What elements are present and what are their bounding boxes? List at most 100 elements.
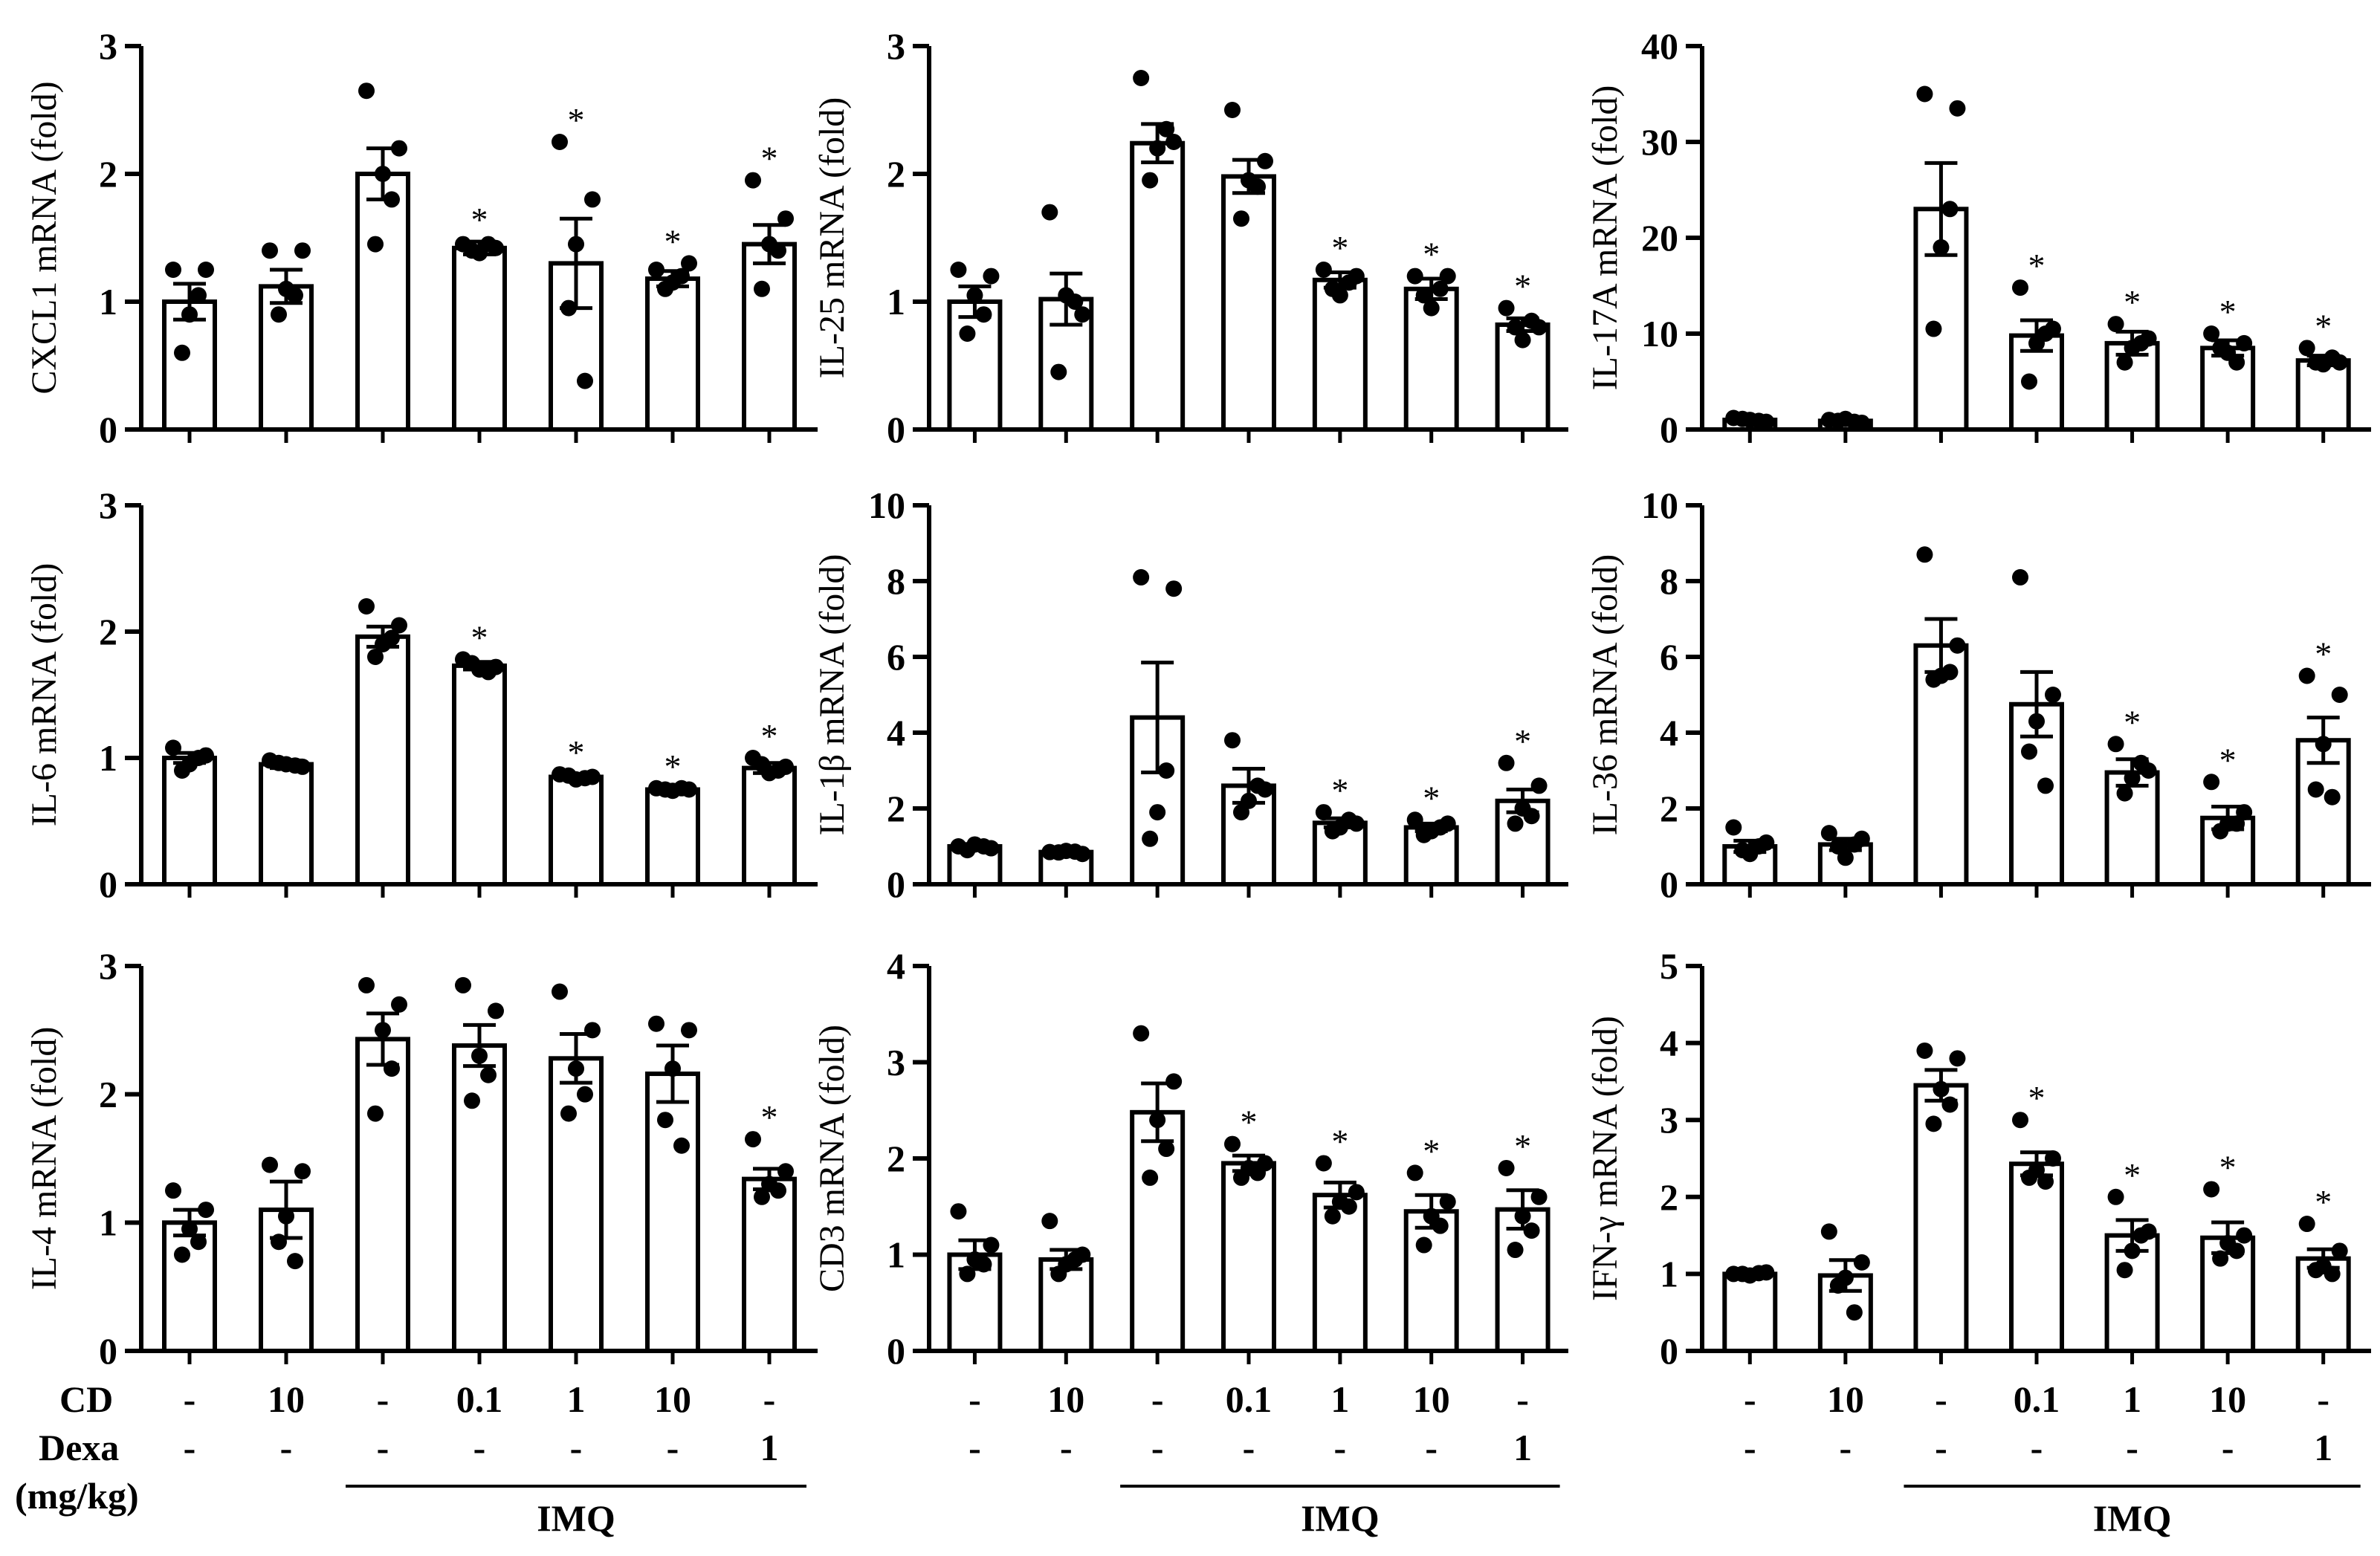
data-point	[1050, 1265, 1067, 1283]
data-point	[2021, 373, 2037, 390]
data-point	[754, 280, 770, 297]
significance-star: *	[1241, 1103, 1258, 1141]
y-tick-label: 1	[99, 737, 117, 779]
data-point	[198, 262, 214, 278]
data-point	[1925, 1115, 1942, 1132]
bar	[259, 284, 314, 432]
bar	[2295, 738, 2351, 887]
bar	[1221, 1161, 1276, 1353]
y-tick-label: 2	[99, 611, 117, 652]
data-point	[681, 1022, 697, 1039]
data-point	[1149, 1112, 1166, 1129]
dexa-dose-label: -	[1151, 1427, 1164, 1468]
data-point	[975, 306, 992, 323]
data-point	[1249, 1164, 1266, 1181]
y-tick-label: 3	[887, 1042, 905, 1083]
dexa-dose-label: -	[1425, 1427, 1438, 1468]
data-point	[1498, 299, 1515, 317]
y-tick-label: 10	[1641, 313, 1678, 354]
data-point	[2298, 1216, 2315, 1233]
data-point	[1916, 1042, 1933, 1059]
data-point	[2298, 667, 2315, 684]
data-point	[2028, 713, 2045, 730]
data-point	[2331, 687, 2348, 703]
data-point	[367, 649, 384, 665]
significance-star: *	[761, 1098, 778, 1136]
data-point	[1041, 1213, 1058, 1230]
y-axis-label: CD3 mRNA (fold)	[812, 1025, 852, 1292]
data-point	[1941, 201, 1959, 218]
data-point	[754, 756, 770, 773]
data-point	[2324, 1265, 2341, 1283]
data-point	[1149, 804, 1166, 821]
data-point	[1925, 671, 1942, 688]
significance-star: *	[471, 201, 488, 239]
data-point	[1941, 664, 1959, 681]
y-axis-label: IL-6 mRNA (fold)	[25, 563, 64, 827]
dexa-dose-label: -	[1935, 1427, 1947, 1468]
data-point	[1406, 811, 1423, 829]
data-point	[2298, 340, 2315, 357]
significance-star: *	[1514, 268, 1531, 305]
data-point	[2203, 774, 2220, 791]
dexa-dose-label: -	[667, 1427, 679, 1468]
y-tick-label: 0	[1660, 1330, 1678, 1372]
data-point	[1041, 204, 1058, 221]
y-tick-label: 2	[887, 153, 905, 195]
data-point	[1941, 1096, 1959, 1113]
significance-star: *	[1331, 771, 1348, 809]
data-point	[271, 306, 287, 323]
data-point	[1949, 637, 1966, 654]
significance-star: *	[761, 717, 778, 755]
data-point	[770, 762, 786, 779]
dexa-dose-label: -	[184, 1427, 196, 1468]
dexa-dose-label: 1	[760, 1427, 779, 1468]
data-point	[2124, 770, 2141, 787]
data-point	[367, 1105, 384, 1122]
y-tick-label: 0	[887, 409, 905, 450]
significance-star: *	[2219, 293, 2237, 331]
panels: 0 1 2 3 CXCL1 mRNA (fold) * * * * 0 1 2 3 IL-25 mRNA …	[25, 25, 2371, 1372]
data-point	[190, 750, 207, 766]
data-point	[2116, 354, 2133, 371]
data-point	[681, 255, 697, 272]
bar	[162, 299, 217, 432]
data-point	[2116, 785, 2133, 802]
data-point	[2012, 568, 2028, 586]
y-tick-label: 4	[887, 945, 905, 987]
data-point	[770, 242, 786, 259]
data-point	[1233, 210, 1249, 227]
data-point	[1439, 1193, 1456, 1210]
data-point	[1514, 331, 1531, 349]
y-tick-label: 1	[887, 1234, 905, 1276]
condition-rows-col-3: - 10 - 0.1 1 10 - - - - - - - 1 IMQ	[1744, 1378, 2361, 1539]
dexa-dose-label: -	[1243, 1427, 1255, 1468]
data-point	[1324, 823, 1341, 840]
y-tick-label: 20	[1641, 217, 1678, 259]
data-point	[2045, 1150, 2061, 1167]
data-point	[1514, 1207, 1531, 1225]
bar	[742, 1176, 797, 1354]
data-point	[384, 629, 400, 646]
data-point	[754, 1188, 770, 1205]
data-point	[1149, 140, 1166, 157]
dexa-dose-label: -	[473, 1427, 486, 1468]
cd-dose-label: -	[184, 1378, 196, 1420]
data-point	[1415, 826, 1432, 843]
bar	[2009, 1161, 2064, 1353]
data-point	[1340, 811, 1357, 829]
data-point	[560, 299, 577, 317]
cd-row-label: CD	[59, 1378, 113, 1420]
cd-dose-label: -	[969, 1378, 981, 1420]
data-point	[1233, 804, 1249, 821]
data-point	[777, 210, 794, 227]
y-axis-label: IFN-γ mRNA (fold)	[1585, 1016, 1625, 1301]
data-point	[1432, 819, 1449, 836]
cd-dose-label: -	[1516, 1378, 1529, 1420]
data-point	[174, 762, 190, 779]
data-point	[2037, 777, 2054, 794]
cd-dose-label: 1	[567, 1378, 586, 1420]
data-point	[384, 191, 400, 208]
data-point	[1142, 830, 1159, 847]
